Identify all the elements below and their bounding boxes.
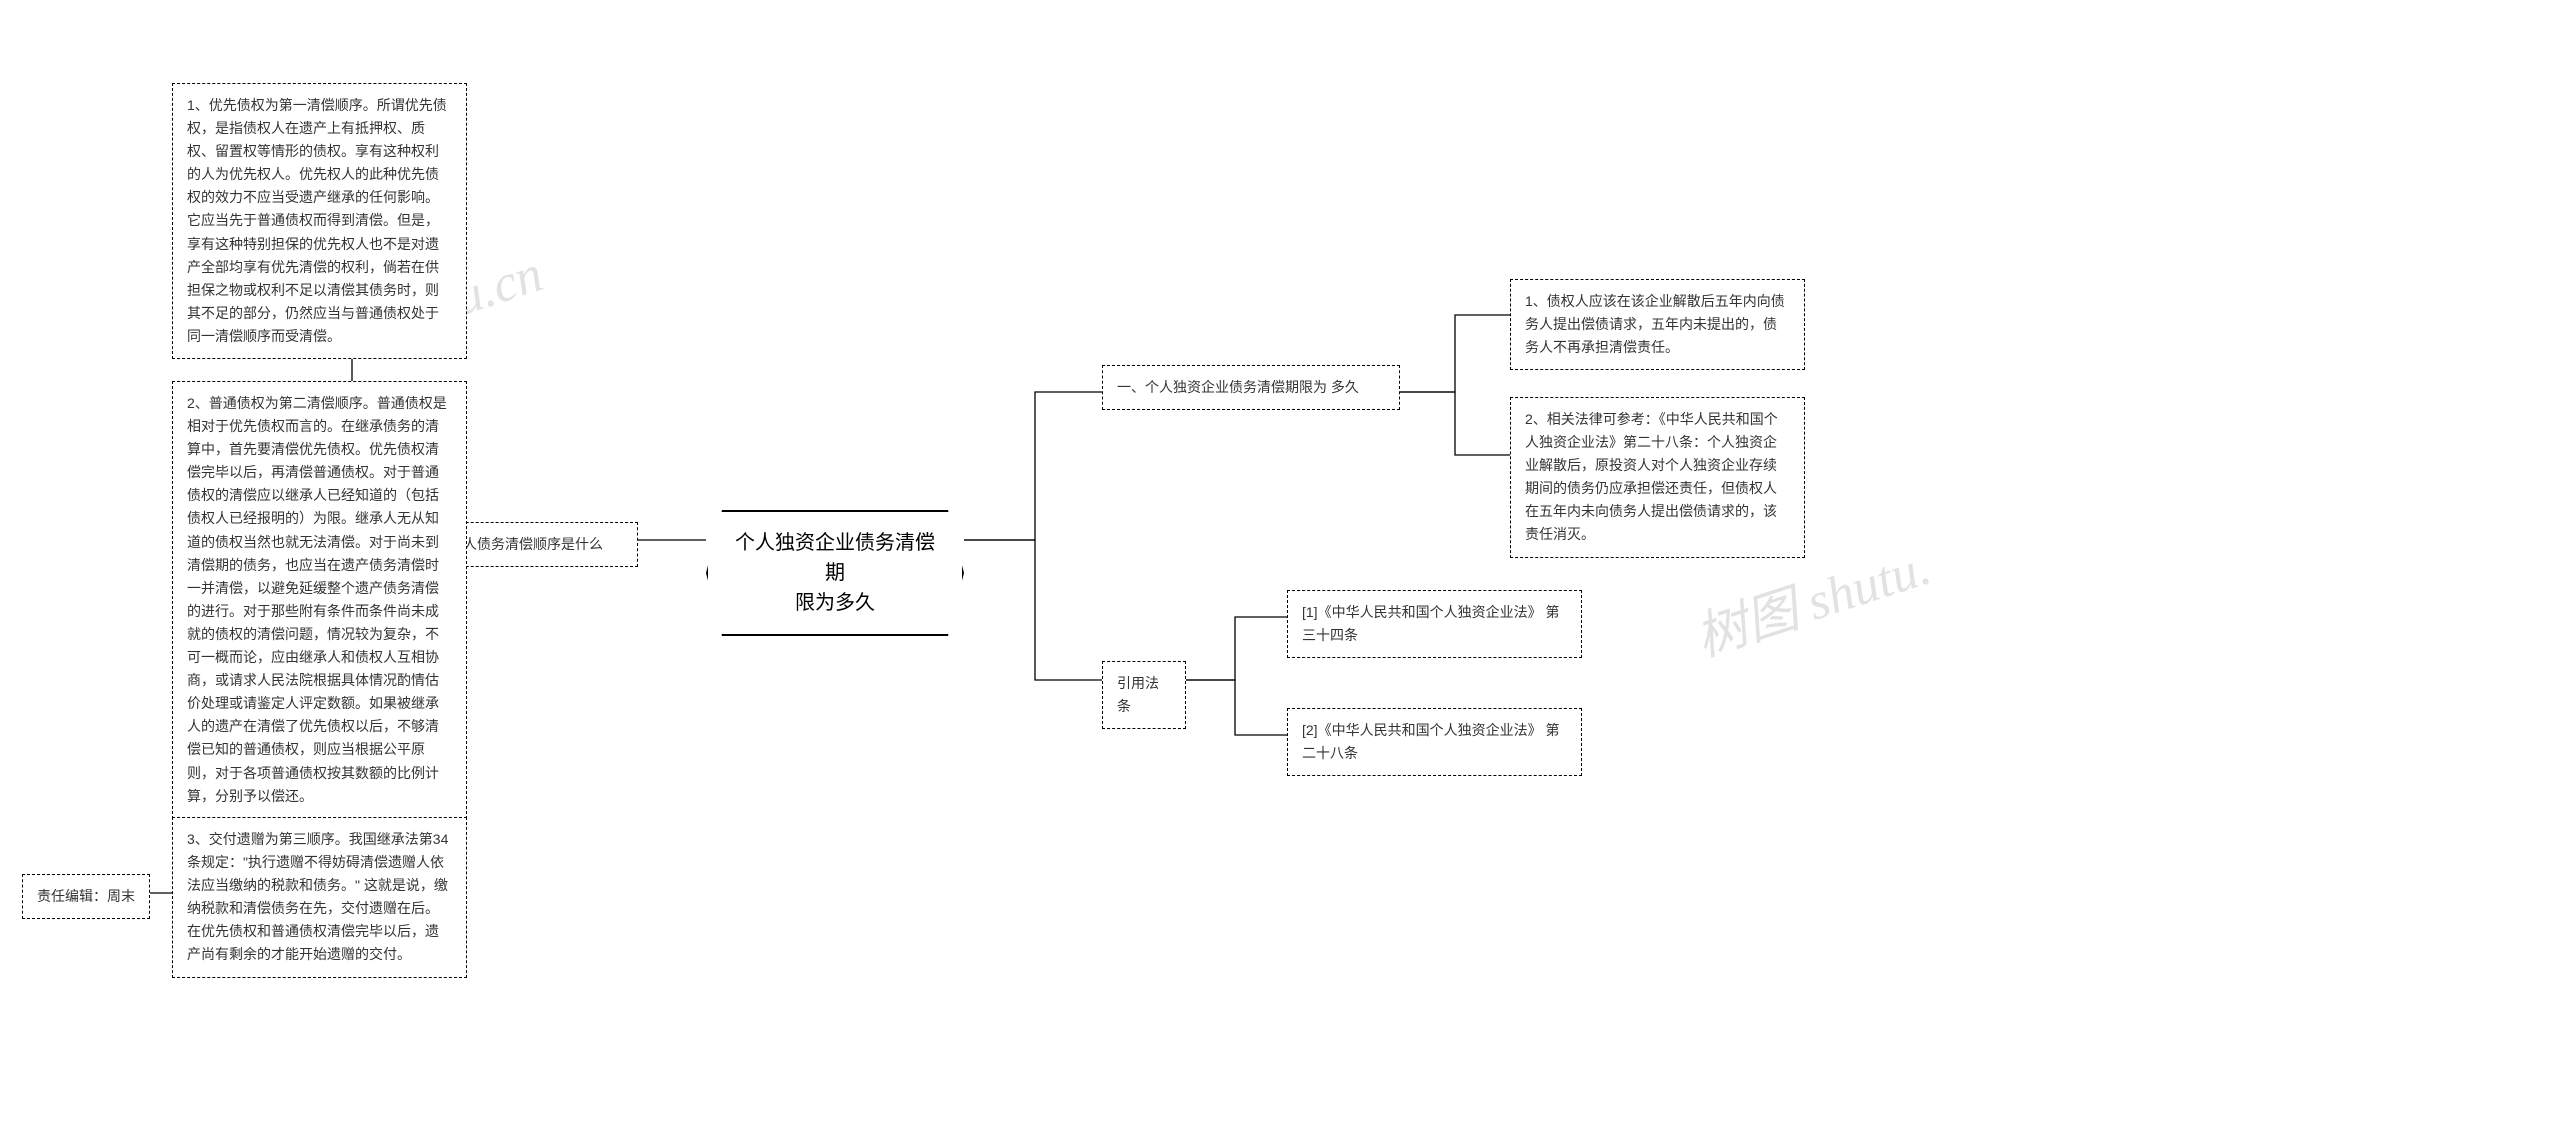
center-title: 个人独资企业债务清偿期 限为多久 (735, 532, 935, 614)
right-branch-1: 一、个人独资企业债务清偿期限为 多久 (1102, 365, 1400, 410)
left-item-3: 3、交付遗赠为第三顺序。我国继承法第34条规定："执行遗赠不得妨碍清偿遗赠人依法… (172, 817, 467, 978)
center-topic: 个人独资企业债务清偿期 限为多久 (706, 510, 964, 636)
editor-node: 责任编辑：周末 (22, 874, 150, 919)
right-branch-1-item-2: 2、相关法律可参考：《中华人民共和国个人独资企业法》第二十八条：个人独资企业解散… (1510, 397, 1805, 558)
right-branch-1-item-1: 1、债权人应该在该企业解散后五年内向债务人提出偿债请求，五年内未提出的，债务人不… (1510, 279, 1805, 370)
left-item-2: 2、普通债权为第二清偿顺序。普通债权是相对于优先债权而言的。在继承债务的清算中，… (172, 381, 467, 819)
right-branch-2-item-1: [1]《中华人民共和国个人独资企业法》 第三十四条 (1287, 590, 1582, 658)
left-item-1: 1、优先债权为第一清偿顺序。所谓优先债权，是指债权人在遗产上有抵押权、质权、留置… (172, 83, 467, 359)
right-branch-2: 引用法条 (1102, 661, 1186, 729)
right-branch-2-item-2: [2]《中华人民共和国个人独资企业法》 第二十八条 (1287, 708, 1582, 776)
